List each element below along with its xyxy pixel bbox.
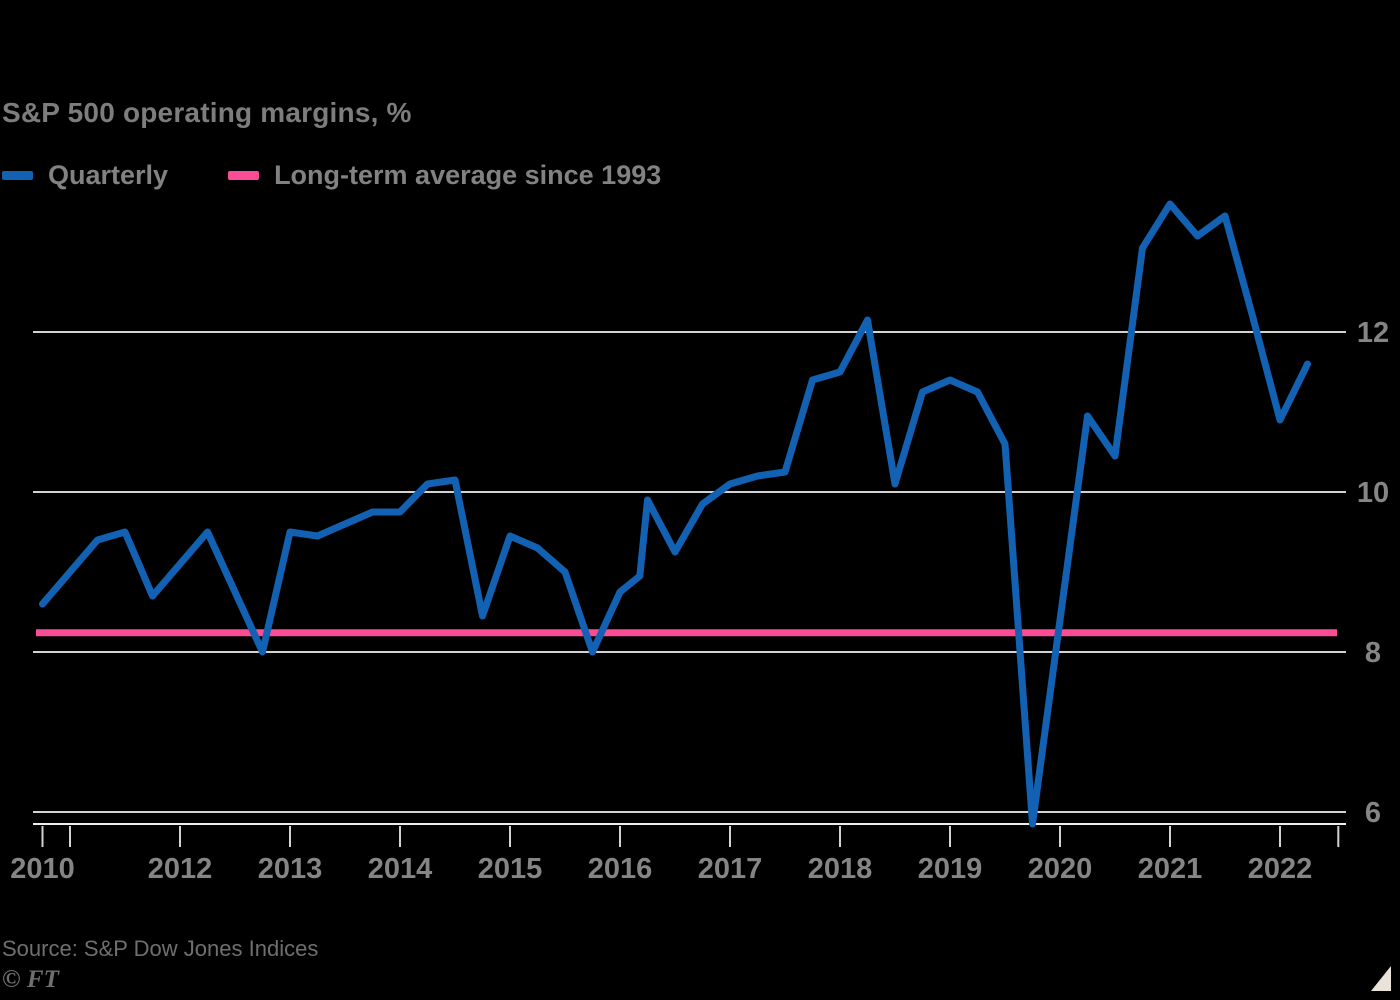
x-axis-label: 2022	[1247, 853, 1313, 885]
x-axis-label: 2012	[147, 853, 213, 885]
quarterly-line	[39, 200, 1311, 828]
x-axis-label: 2019	[917, 853, 983, 885]
x-axis-label: 2016	[587, 853, 653, 885]
average-line-swatch	[228, 170, 260, 180]
legend-item-average: Long-term average since 1993	[228, 160, 661, 190]
legend-label-average: Long-term average since 1993	[274, 160, 662, 190]
x-axis-label: 2010	[10, 853, 75, 885]
x-axis-label: 2020	[1027, 853, 1093, 885]
y-axis-label: 12	[1356, 317, 1390, 349]
quarterly-line-swatch	[2, 170, 33, 180]
y-axis-label: 10	[1356, 477, 1390, 509]
x-axis-label: 2013	[257, 853, 323, 885]
source-note: Source: S&P Dow Jones Indices	[2, 936, 319, 961]
x-axis-label: 2014	[367, 853, 433, 885]
x-axis-label: 2018	[807, 853, 873, 885]
legend-item-quarterly: Quarterly	[2, 160, 168, 190]
ft-copyright: © FT	[2, 966, 59, 993]
legend-label-quarterly: Quarterly	[48, 160, 169, 190]
y-axis-label: 6	[1364, 797, 1382, 829]
legend: Quarterly Long-term average since 1993	[2, 160, 661, 190]
y-axis-label: 8	[1364, 637, 1382, 669]
x-axis-label: 2017	[697, 853, 763, 885]
x-axis-label: 2021	[1137, 853, 1203, 885]
x-axis-label: 2015	[477, 853, 543, 885]
chart-title: S&P 500 operating margins, %	[2, 97, 412, 128]
corner-triangle-icon	[1371, 966, 1391, 991]
